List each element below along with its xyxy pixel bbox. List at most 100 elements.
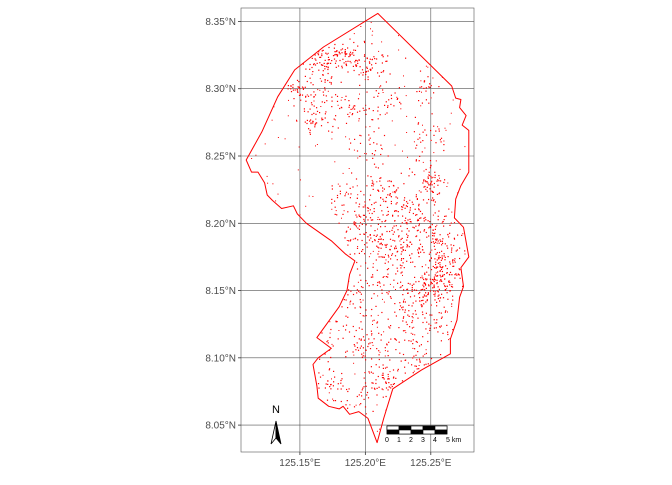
structure-point (371, 366, 372, 367)
structure-point (424, 171, 425, 172)
structure-point (369, 256, 370, 257)
structure-point (336, 50, 337, 51)
structure-point (360, 306, 361, 307)
structure-point (372, 59, 373, 60)
structure-point (386, 292, 387, 293)
structure-point (416, 290, 417, 291)
structure-point (308, 111, 309, 112)
structure-point (376, 90, 377, 91)
structure-point (371, 64, 372, 65)
structure-point (391, 255, 392, 256)
structure-point (357, 60, 358, 61)
structure-point (452, 259, 453, 260)
structure-point (426, 349, 427, 350)
structure-point (438, 240, 439, 241)
structure-point (412, 316, 413, 317)
structure-point (338, 127, 339, 128)
structure-point (315, 58, 316, 59)
structure-point (377, 431, 378, 432)
structure-point (379, 283, 380, 284)
structure-point (359, 74, 360, 75)
structure-point (362, 388, 363, 389)
structure-point (397, 202, 398, 203)
structure-point (430, 290, 431, 291)
structure-point (422, 266, 423, 267)
structure-point (440, 139, 441, 140)
structure-point (377, 321, 378, 322)
structure-point (435, 242, 436, 243)
structure-point (385, 347, 386, 348)
structure-point (371, 372, 372, 373)
structure-point (425, 264, 426, 265)
structure-point (397, 198, 398, 199)
structure-point (398, 235, 399, 236)
structure-point (430, 167, 431, 168)
structure-point (401, 307, 402, 308)
structure-point (449, 261, 450, 262)
structure-point (312, 196, 313, 197)
structure-point (429, 83, 430, 84)
structure-point (367, 236, 368, 237)
structure-point (433, 230, 434, 231)
structure-point (428, 176, 429, 177)
structure-point (428, 184, 429, 185)
structure-point (334, 161, 335, 162)
structure-point (378, 191, 379, 192)
structure-point (352, 52, 353, 53)
structure-point (354, 70, 355, 71)
structure-point (318, 383, 319, 384)
structure-point (368, 371, 369, 372)
structure-point (345, 352, 346, 353)
structure-point (370, 238, 371, 239)
structure-point (342, 48, 343, 49)
structure-point (383, 364, 384, 365)
structure-point (327, 69, 328, 70)
structure-point (365, 105, 366, 106)
structure-point (351, 62, 352, 63)
structure-point (422, 312, 423, 313)
structure-point (304, 108, 305, 109)
structure-point (361, 72, 362, 73)
structure-point (413, 356, 414, 357)
structure-point (392, 120, 393, 121)
structure-point (309, 69, 310, 70)
structure-point (428, 284, 429, 285)
structure-point (426, 66, 427, 67)
structure-point (393, 280, 394, 281)
structure-point (349, 388, 350, 389)
structure-point (310, 134, 311, 135)
structure-point (379, 354, 380, 355)
structure-point (401, 209, 402, 210)
structure-point (305, 76, 306, 77)
structure-point (422, 289, 423, 290)
structure-point (369, 373, 370, 374)
structure-point (402, 294, 403, 295)
structure-point (391, 230, 392, 231)
structure-point (435, 226, 436, 227)
structure-point (360, 321, 361, 322)
structure-point (436, 283, 437, 284)
structure-point (401, 206, 402, 207)
structure-point (422, 125, 423, 126)
structure-point (373, 267, 374, 268)
structure-point (365, 127, 366, 128)
structure-point (430, 166, 431, 167)
structure-point (356, 330, 357, 331)
structure-point (441, 260, 442, 261)
structure-point (451, 223, 452, 224)
structure-point (357, 158, 358, 159)
structure-point (427, 187, 428, 188)
structure-point (442, 257, 443, 258)
structure-point (446, 186, 447, 187)
structure-point (356, 65, 357, 66)
structure-point (412, 202, 413, 203)
structure-point (365, 359, 366, 360)
structure-point (414, 365, 415, 366)
structure-point (345, 404, 346, 405)
structure-point (327, 122, 328, 123)
structure-point (315, 145, 316, 146)
structure-point (384, 105, 385, 106)
structure-point (365, 356, 366, 357)
structure-point (403, 242, 404, 243)
structure-point (427, 67, 428, 68)
